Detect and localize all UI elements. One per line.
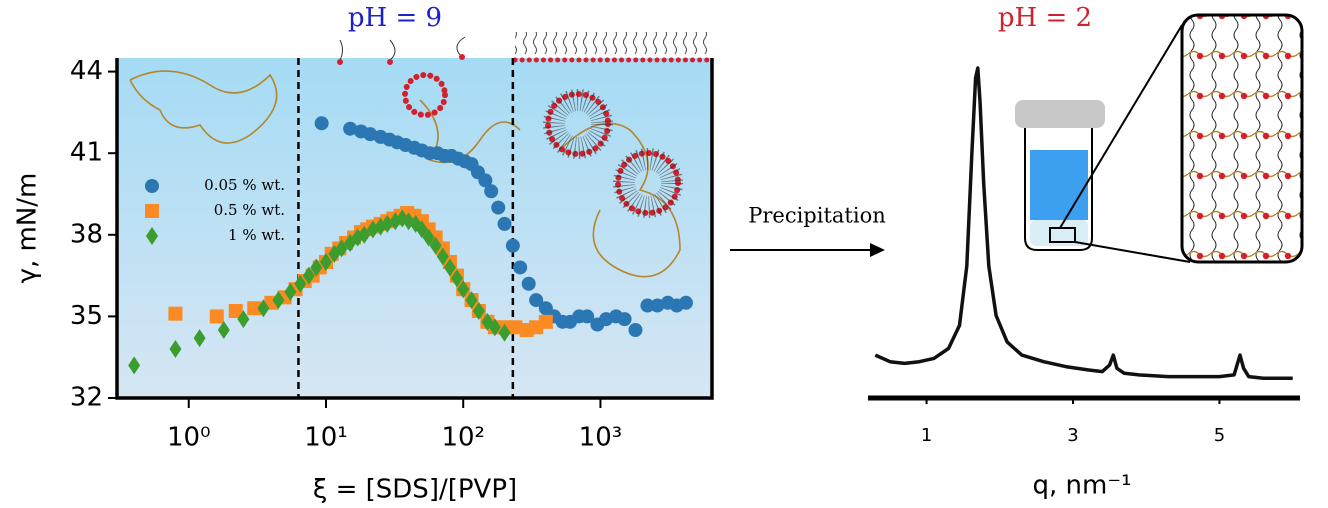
point [478, 173, 493, 188]
point [617, 312, 632, 327]
point [209, 309, 224, 324]
legend-label: 0.5 % wt. [214, 201, 285, 219]
point [343, 121, 358, 136]
y-tick-label: 35 [70, 301, 103, 331]
point [237, 310, 250, 329]
point [640, 298, 655, 313]
point [650, 298, 665, 313]
illustration [129, 32, 715, 278]
axis [115, 58, 714, 400]
arrow [730, 243, 885, 257]
point [521, 276, 536, 291]
point [294, 274, 307, 293]
legend-marker [145, 204, 159, 218]
point [529, 293, 544, 308]
y-tick-label: 38 [70, 219, 103, 249]
point [128, 356, 141, 375]
point [484, 184, 499, 199]
point [678, 295, 693, 310]
annotation: pH = 2 [998, 3, 1092, 33]
x-tick-label: 5 [1214, 425, 1225, 446]
x-tick-label: 10¹ [304, 423, 348, 453]
point [284, 282, 297, 301]
x-axis-label: q, nm⁻¹ [1033, 471, 1132, 501]
line [874, 66, 1293, 380]
point [465, 291, 478, 310]
annotation: pH = 9 [348, 3, 442, 33]
legend-label: 1 % wt. [228, 226, 285, 244]
legend-marker [145, 179, 159, 193]
point [491, 200, 506, 215]
point [505, 238, 520, 253]
point [314, 116, 329, 131]
point [168, 306, 183, 321]
x-axis-label: ξ = [SDS]/[PVP] [313, 475, 517, 505]
point [498, 323, 511, 342]
point [169, 340, 182, 359]
point [247, 301, 262, 316]
point [513, 260, 528, 275]
x-tick-label: 10² [441, 423, 485, 453]
point [497, 216, 512, 231]
vial-illustration [1015, 13, 1304, 264]
point [257, 299, 270, 318]
point [488, 318, 501, 337]
point [429, 236, 442, 255]
x-tick-label: 1 [921, 425, 932, 446]
y-tick-label: 32 [70, 383, 103, 413]
point [508, 320, 523, 335]
y-tick-label: 44 [70, 56, 103, 86]
point [302, 266, 315, 285]
y-axis-label: γ, mN/m [13, 173, 43, 284]
point [381, 214, 394, 233]
point [319, 253, 332, 271]
point [436, 247, 449, 266]
x-tick-label: 3 [1067, 425, 1078, 446]
point [228, 303, 243, 318]
point [457, 280, 470, 299]
legend-label: 0.05 % wt. [204, 176, 285, 194]
point [310, 258, 323, 277]
point [335, 239, 348, 258]
point [422, 228, 435, 247]
point [443, 258, 456, 277]
point [450, 269, 463, 288]
point [415, 220, 428, 239]
x-tick-label: 10⁰ [167, 423, 211, 453]
point [272, 291, 285, 310]
point [193, 329, 206, 348]
point [538, 314, 553, 329]
point [217, 321, 230, 339]
x-tick-label: 10³ [579, 423, 623, 453]
legend-marker [146, 227, 158, 245]
point [472, 301, 485, 320]
point [580, 309, 595, 324]
arrow-label: Precipitation [748, 204, 886, 228]
point [358, 225, 371, 244]
point [628, 323, 643, 337]
y-tick-label: 41 [70, 138, 103, 168]
